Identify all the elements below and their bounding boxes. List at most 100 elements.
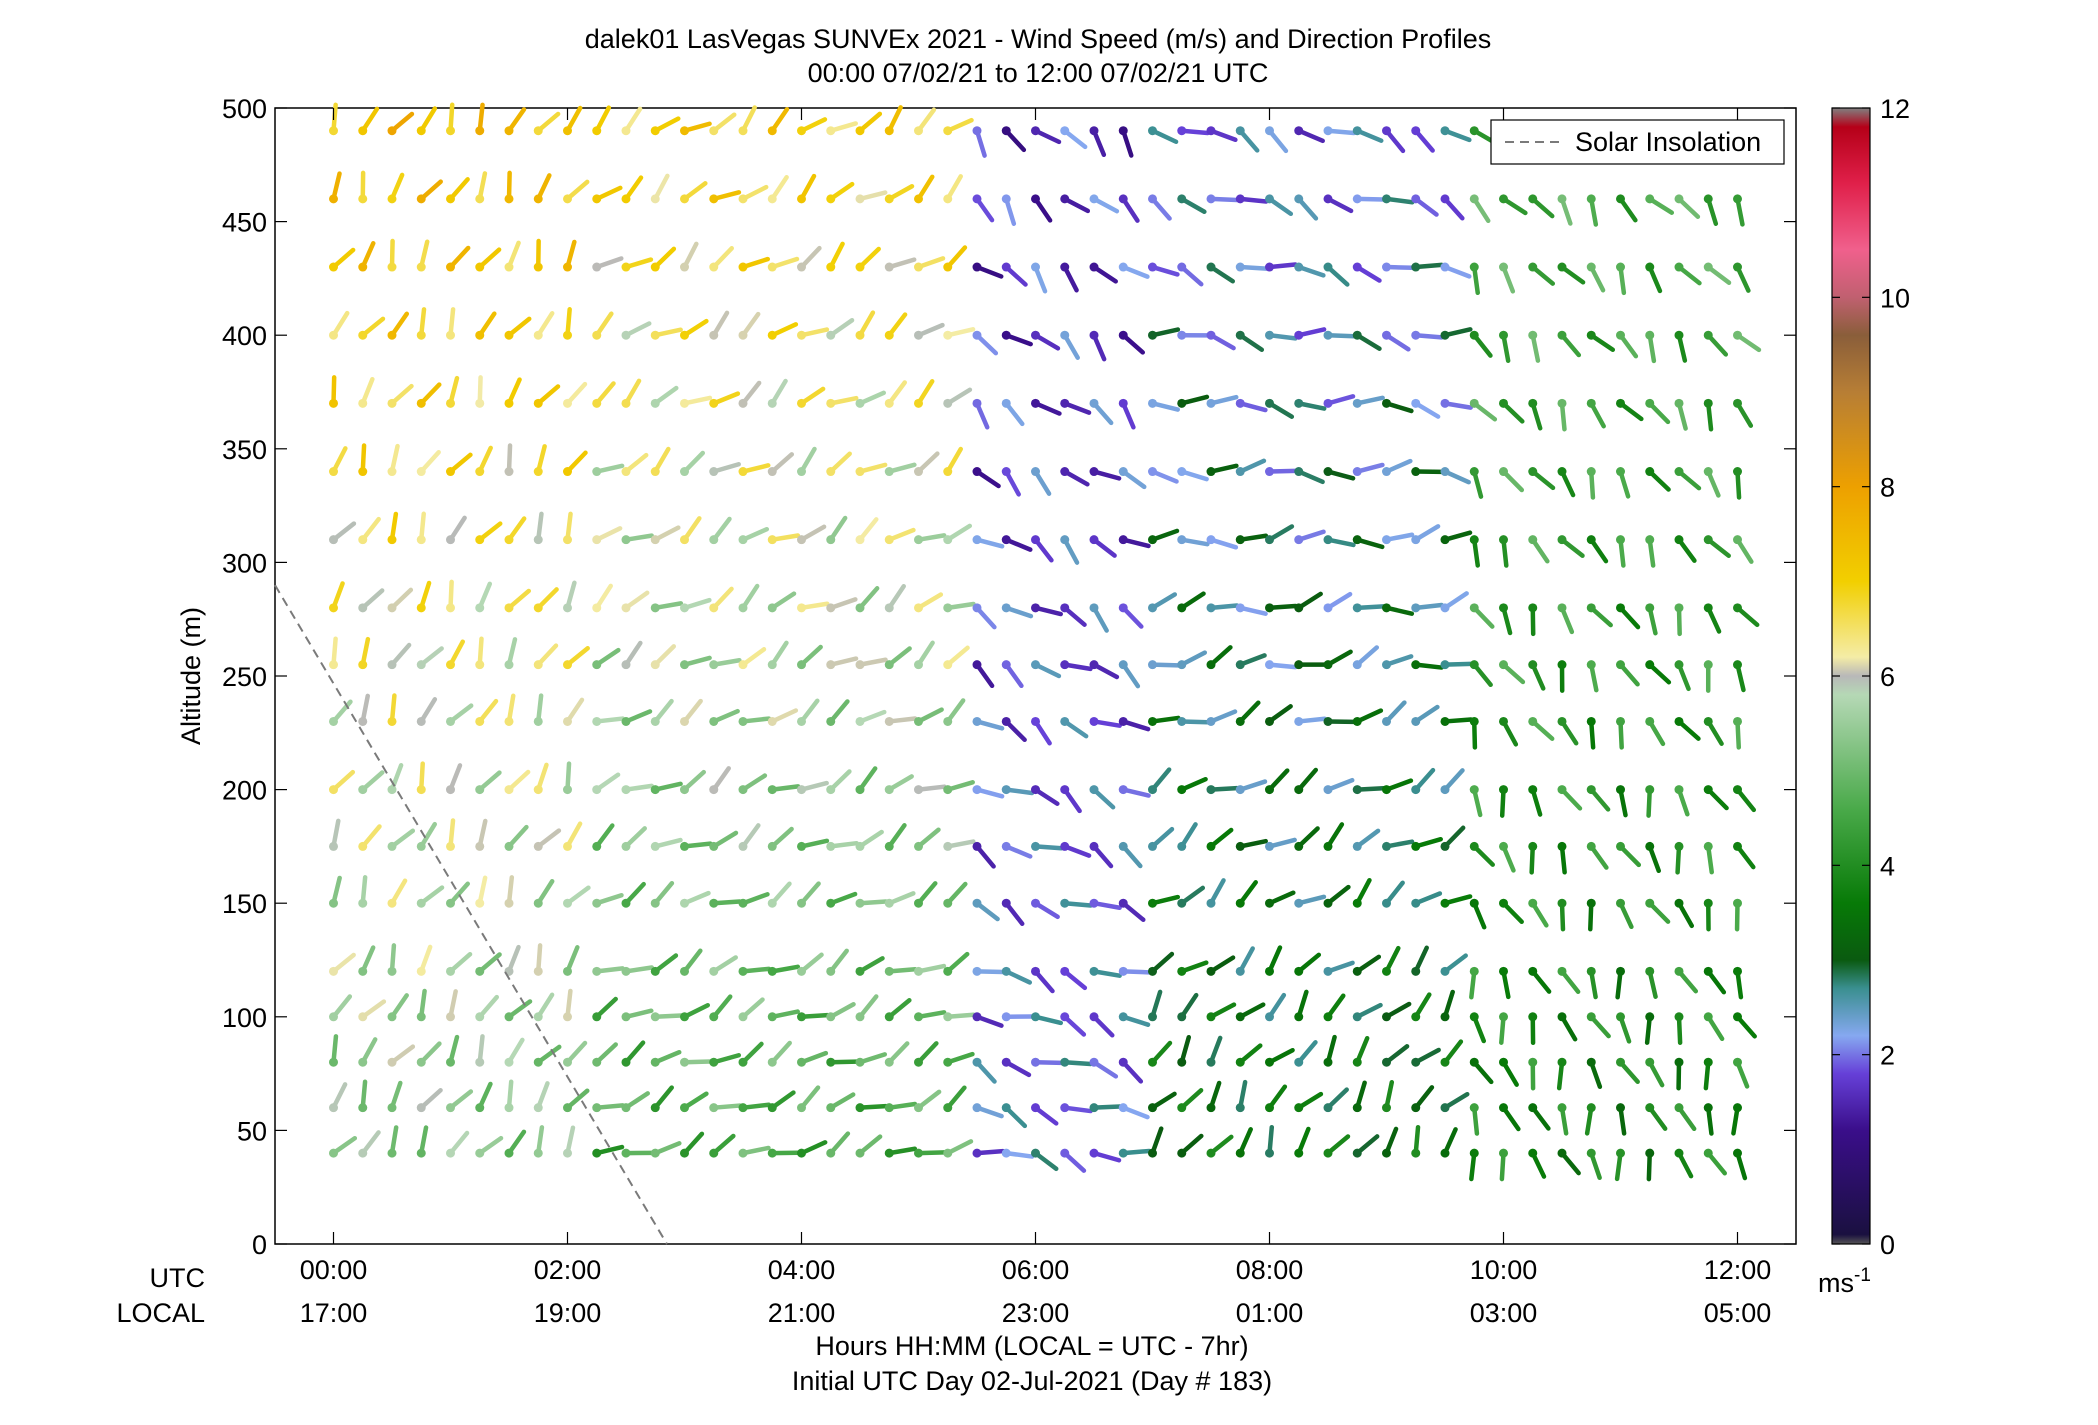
wind-vector	[826, 1131, 851, 1158]
wind-vector-dot	[329, 841, 338, 851]
wind-vector	[709, 708, 740, 726]
wind-vector-dot	[1265, 966, 1274, 976]
wind-vector-dot	[1118, 194, 1128, 204]
wind-vector-dot	[1001, 1012, 1011, 1022]
wind-vector-dot	[1235, 841, 1245, 851]
wind-vector	[1411, 767, 1436, 795]
wind-vector-dot	[1060, 330, 1070, 340]
wind-vector-dot	[1206, 603, 1216, 613]
wind-vector-dot	[416, 841, 426, 851]
wind-vector-dot	[914, 262, 923, 272]
wind-vector-dot	[1001, 1057, 1011, 1067]
wind-vector-dot	[1469, 1148, 1479, 1158]
wind-vector-dot	[1645, 467, 1655, 477]
wind-vector	[1528, 1148, 1547, 1179]
wind-vector	[709, 1103, 742, 1113]
wind-vector	[621, 533, 654, 545]
wind-vector	[797, 386, 826, 408]
wind-vector	[1235, 779, 1268, 795]
wind-vector	[855, 310, 876, 340]
wind-vector	[1469, 262, 1480, 296]
wind-vector-dot	[1206, 841, 1216, 851]
wind-vector	[797, 601, 830, 613]
wind-vector	[1001, 126, 1027, 153]
wind-vector-dot	[1031, 841, 1040, 851]
wind-vector-dot	[1206, 330, 1216, 340]
wind-vector	[563, 761, 572, 795]
wind-vector	[1411, 524, 1441, 545]
wind-vector	[621, 1091, 650, 1113]
wind-vector	[1118, 194, 1140, 223]
wind-vector-dot	[943, 841, 953, 851]
wind-vector-dot	[1177, 398, 1187, 408]
x-tick-label-local: 19:00	[534, 1298, 602, 1328]
wind-vector	[1177, 394, 1210, 408]
wind-vector	[1440, 530, 1473, 545]
wind-vector-dot	[563, 1012, 572, 1022]
wind-vector	[1528, 898, 1549, 928]
wind-vector	[1060, 467, 1090, 487]
wind-vector	[1265, 1084, 1288, 1113]
wind-vector-dot	[943, 966, 953, 976]
wind-vector	[1556, 1057, 1567, 1091]
wind-vector-dot	[533, 603, 543, 613]
wind-vector	[475, 521, 503, 545]
wind-vector	[1703, 467, 1721, 498]
wind-vector	[1089, 1103, 1123, 1113]
wind-vector-dot	[1323, 330, 1333, 340]
wind-vector	[387, 172, 405, 204]
wind-vector	[1674, 1012, 1684, 1046]
wind-vector	[680, 948, 703, 976]
wind-vector	[738, 311, 761, 340]
wind-vector	[446, 989, 458, 1022]
wind-vector-dot	[1703, 966, 1713, 976]
wind-vector-dot	[797, 1057, 806, 1067]
wind-vector-dot	[1499, 535, 1508, 545]
wind-vector-dot	[1352, 660, 1362, 670]
wind-vector	[1616, 1057, 1640, 1085]
wind-vector	[767, 378, 788, 408]
wind-vector-dot	[1469, 716, 1479, 726]
wind-vector	[972, 330, 999, 356]
wind-vector-dot	[1060, 262, 1070, 272]
wind-vector-dot	[1499, 660, 1508, 670]
wind-vector-dot	[475, 262, 485, 272]
wind-vector-dot	[1674, 467, 1684, 477]
wind-vector	[1148, 826, 1175, 851]
wind-vector-dot	[826, 1103, 836, 1113]
wind-vector	[943, 387, 973, 408]
wind-vector	[1060, 262, 1079, 293]
wind-vector	[1001, 1057, 1032, 1078]
wind-vector	[1148, 467, 1179, 484]
wind-vector-dot	[1469, 1057, 1479, 1067]
wind-vector-dot	[797, 330, 806, 340]
wind-vector	[1148, 767, 1172, 795]
wind-vector	[1645, 467, 1671, 492]
wind-vector	[1528, 1103, 1551, 1131]
wind-vector-dot	[884, 1012, 894, 1022]
wind-vector	[1674, 841, 1684, 875]
wind-vector	[1586, 898, 1596, 932]
wind-vector-dot	[504, 535, 514, 545]
wind-vector	[1731, 1103, 1742, 1136]
wind-vector-dot	[563, 330, 572, 340]
wind-vector-dot	[826, 1012, 836, 1022]
wind-vector	[1060, 535, 1080, 565]
wind-vector-dot	[358, 898, 368, 908]
wind-vector-dot	[387, 716, 397, 726]
wind-vector	[1469, 966, 1479, 1000]
wind-vector-dot	[1060, 194, 1070, 204]
wind-vector-dot	[1499, 841, 1508, 851]
wind-vector	[1323, 194, 1354, 214]
wind-vector	[1703, 841, 1714, 875]
wind-vector-dot	[1206, 1057, 1216, 1067]
wind-vector-dot	[1089, 898, 1099, 908]
wind-vector	[1352, 708, 1384, 726]
wind-vector-dot	[621, 660, 631, 670]
wind-vector-dot	[1323, 1012, 1333, 1022]
wind-vector	[884, 1041, 910, 1067]
wind-vector-dot	[533, 660, 543, 670]
x-tick-label-utc: 02:00	[534, 1255, 602, 1285]
wind-vector-dot	[1323, 535, 1333, 545]
